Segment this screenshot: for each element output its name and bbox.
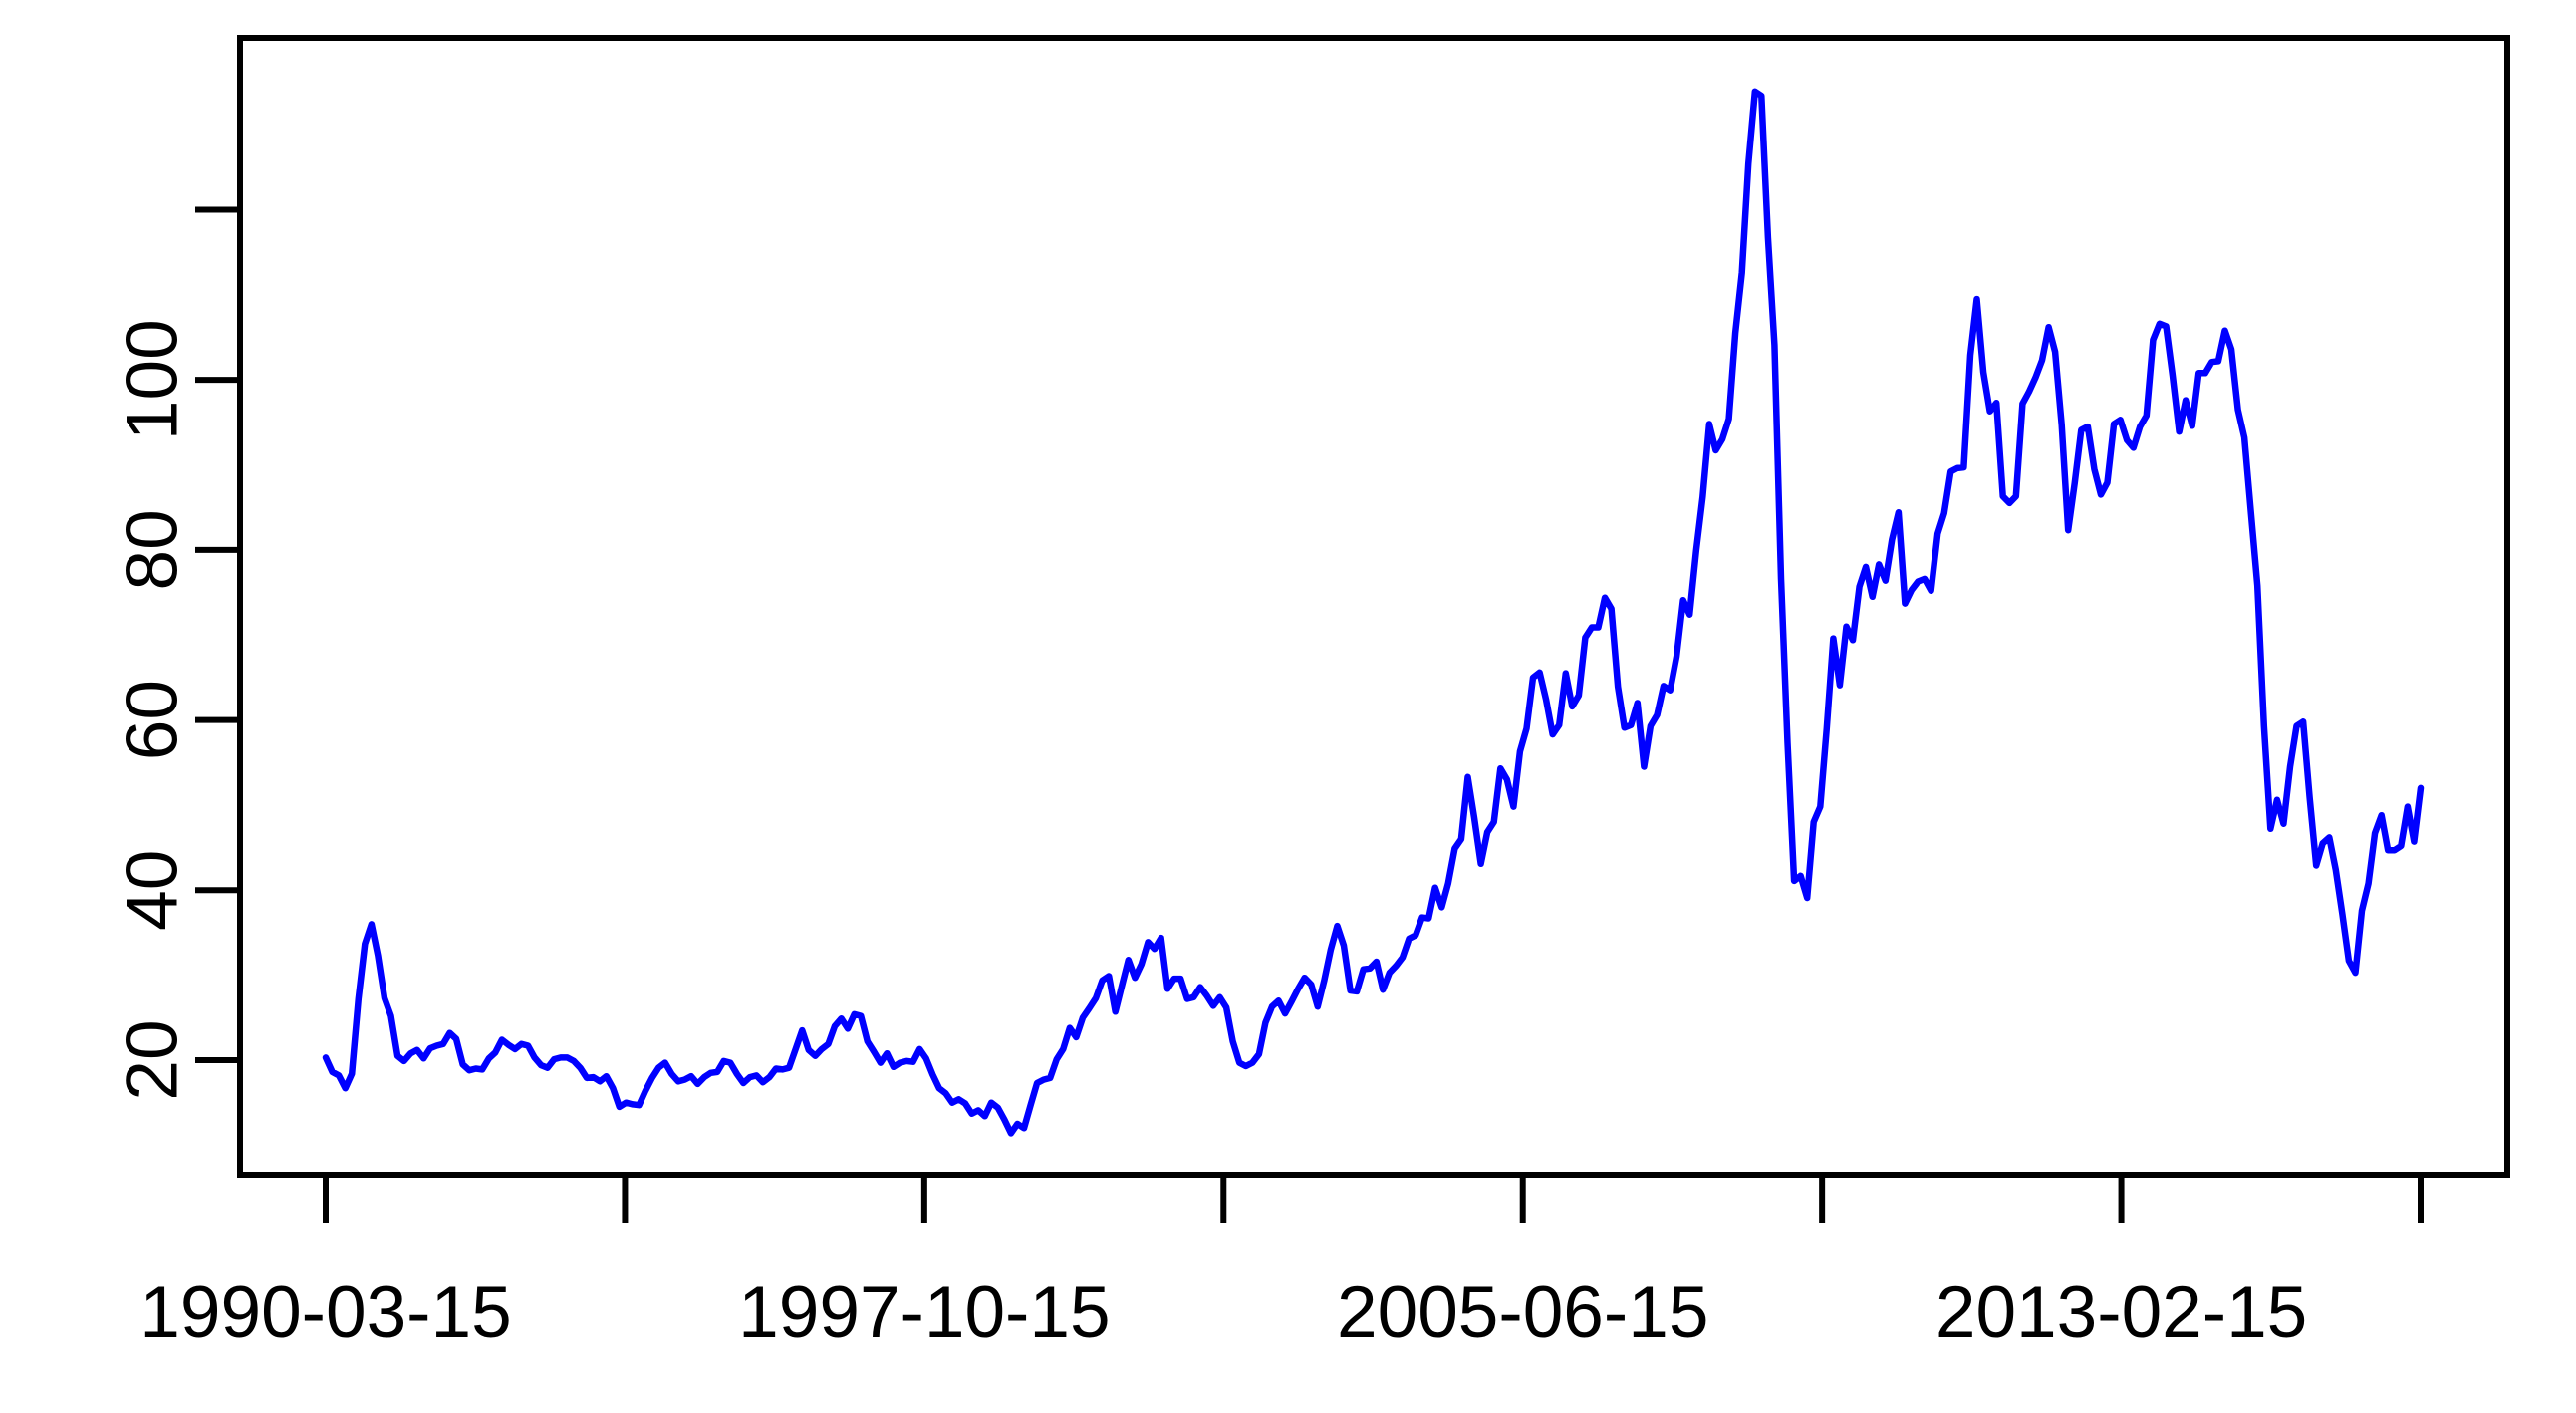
y-axis: 20 40 60 80 100 <box>112 206 240 1101</box>
x-axis: 1990-03-15 1997-10-15 2005-06-15 2013-02-15 <box>139 1175 2424 1353</box>
plot-box-border <box>237 35 2510 1178</box>
y-axis-tick-label: 80 <box>112 509 192 590</box>
y-axis-tick-label: 100 <box>112 319 192 440</box>
x-axis-tick-label: 1997-10-15 <box>738 1272 1110 1353</box>
x-axis-tick-label: 2013-02-15 <box>1935 1272 2307 1353</box>
y-axis-tick-label: 40 <box>112 850 192 931</box>
x-axis-tick-label: 2005-06-15 <box>1337 1272 1708 1353</box>
price-line-series <box>322 88 2425 1137</box>
x-axis-tick-label: 1990-03-15 <box>139 1272 511 1353</box>
y-axis-tick-label: 60 <box>112 680 192 760</box>
y-axis-tick-label: 20 <box>112 1019 192 1100</box>
